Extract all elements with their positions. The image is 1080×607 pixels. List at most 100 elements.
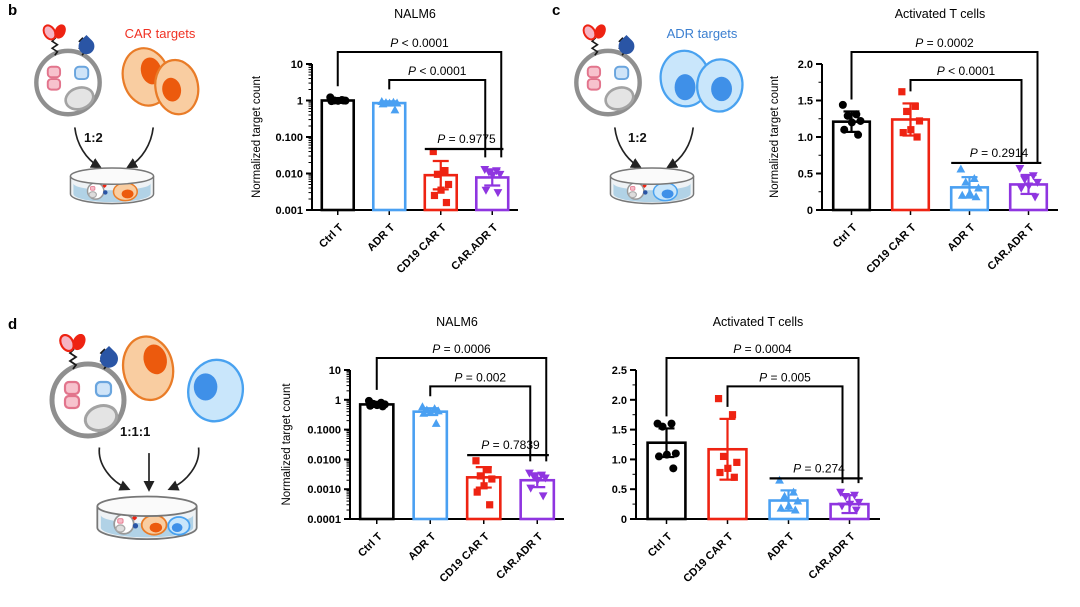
svg-text:CD19 CAR T: CD19 CAR T <box>864 221 918 275</box>
svg-text:CAR.ADR T: CAR.ADR T <box>494 530 545 581</box>
data-point <box>899 129 907 137</box>
svg-text:P = 0.0002: P = 0.0002 <box>915 36 974 50</box>
petri-dish-icon <box>69 167 155 205</box>
significance-bracket <box>726 385 844 484</box>
chart-nalm6-b: NALM6 Normalized target count 10 1 0.100 0.01… <box>251 7 518 276</box>
data-point <box>843 111 852 120</box>
data-point <box>486 501 494 509</box>
svg-text:Ctrl T: Ctrl T <box>356 530 385 559</box>
svg-text:ADR T: ADR T <box>365 221 397 253</box>
data-point <box>913 133 921 141</box>
bar-ctrl-t <box>358 403 395 521</box>
data-point <box>1030 193 1040 202</box>
svg-text:CAR.ADR T: CAR.ADR T <box>985 221 1036 272</box>
data-point <box>385 98 394 107</box>
data-point <box>525 469 534 478</box>
data-point <box>441 167 449 175</box>
data-point <box>719 452 728 461</box>
data-point <box>1028 172 1038 181</box>
svg-text:P = 0.274: P = 0.274 <box>793 461 845 475</box>
data-point <box>669 464 678 473</box>
data-point <box>915 117 924 125</box>
svg-text:0.0001: 0.0001 <box>307 514 341 526</box>
data-point <box>476 472 484 480</box>
svg-text:2.0: 2.0 <box>612 395 627 407</box>
svg-text:0: 0 <box>807 205 813 217</box>
chart-activated-t-cells-c: Activated T cells Normalized target count… <box>769 7 1058 276</box>
data-point <box>836 488 845 497</box>
data-point <box>850 491 859 500</box>
svg-text:0: 0 <box>621 514 627 526</box>
svg-text:P = 0.0004: P = 0.0004 <box>733 342 792 356</box>
significance-bracket <box>375 357 548 462</box>
svg-text:Ctrl T: Ctrl T <box>317 221 346 250</box>
significance-bracket <box>388 79 487 158</box>
mixing-arrows-icon <box>73 127 155 169</box>
svg-text:P = 0.9775: P = 0.9775 <box>437 132 496 146</box>
data-point <box>495 170 505 179</box>
data-point <box>837 502 847 511</box>
data-point <box>654 452 663 461</box>
data-point <box>430 191 439 200</box>
data-point <box>733 458 741 466</box>
svg-text:Activated T cells: Activated T cells <box>713 315 804 329</box>
svg-text:ADR T: ADR T <box>406 530 438 562</box>
bar-ctrl-t <box>831 120 872 212</box>
significance-bracket <box>429 385 532 462</box>
svg-text:P = 0.2914: P = 0.2914 <box>970 146 1029 160</box>
ratio-label: 1:1:1 <box>120 424 151 439</box>
data-point <box>1033 178 1042 187</box>
significance-bracket <box>909 79 1023 163</box>
data-point <box>793 496 803 505</box>
svg-text:0.100: 0.100 <box>275 132 303 144</box>
svg-text:P = 0.0006: P = 0.0006 <box>432 342 491 356</box>
data-point <box>378 99 388 108</box>
data-point <box>854 498 864 507</box>
data-point <box>852 110 861 119</box>
svg-text:0.0010: 0.0010 <box>307 484 341 496</box>
bar-car-adr-t <box>1008 183 1049 212</box>
significance-bracket <box>850 51 1039 163</box>
data-point <box>366 401 375 410</box>
data-point <box>1016 184 1026 193</box>
data-point <box>845 500 855 509</box>
panel-label-c: c <box>552 2 561 19</box>
svg-text:NALM6: NALM6 <box>394 7 436 21</box>
petri-dish-icon <box>96 495 198 540</box>
data-point <box>851 506 861 515</box>
data-point <box>1015 164 1025 173</box>
data-point <box>776 503 786 512</box>
data-point <box>437 186 445 194</box>
svg-text:2.5: 2.5 <box>612 365 627 377</box>
data-point <box>789 487 798 496</box>
data-point <box>667 419 676 428</box>
panel-label-d: d <box>8 316 18 333</box>
svg-text:CAR.ADR T: CAR.ADR T <box>449 221 500 272</box>
petri-dish-icon <box>609 167 695 205</box>
data-point <box>488 475 496 483</box>
svg-text:CD19 CAR T: CD19 CAR T <box>395 221 449 275</box>
data-point <box>538 492 548 501</box>
data-point <box>1020 175 1030 184</box>
significance-bracket <box>336 51 503 158</box>
svg-text:P = 0.005: P = 0.005 <box>759 370 811 384</box>
data-point <box>442 198 451 207</box>
data-point <box>418 402 427 411</box>
svg-text:P < 0.0001: P < 0.0001 <box>408 64 467 78</box>
data-point <box>540 474 550 483</box>
mixing-arrows-icon <box>98 447 200 492</box>
svg-text:10: 10 <box>329 365 341 377</box>
data-point <box>730 473 738 481</box>
svg-text:Activated T cells: Activated T cells <box>895 7 986 21</box>
data-point <box>484 466 492 474</box>
adr-target-cell-icon <box>187 358 245 423</box>
svg-text:0.001: 0.001 <box>275 205 303 217</box>
data-point <box>841 492 850 501</box>
adr-targets-label: ADR targets <box>666 26 738 41</box>
svg-text:Normalized target count: Normalized target count <box>769 75 781 198</box>
svg-text:0.5: 0.5 <box>798 169 813 181</box>
svg-text:1.5: 1.5 <box>798 96 813 108</box>
data-point <box>444 180 453 189</box>
svg-text:ADR T: ADR T <box>945 221 977 253</box>
svg-text:0.5: 0.5 <box>612 484 627 496</box>
